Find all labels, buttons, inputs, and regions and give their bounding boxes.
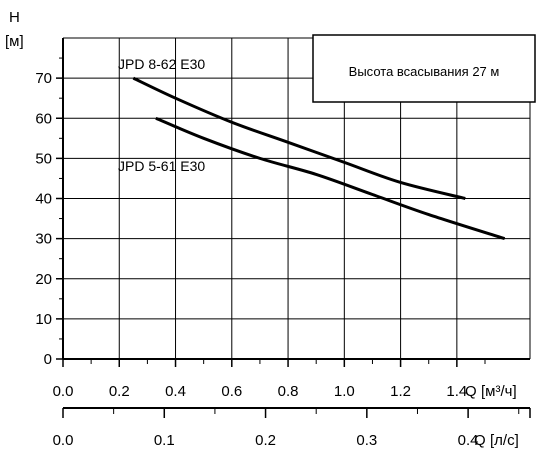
y-axis-label: H xyxy=(9,9,20,26)
x2-tick-label: 0.2 xyxy=(255,432,276,449)
x2-tick-label: 0.1 xyxy=(154,432,175,449)
x-tick-label: 1.0 xyxy=(334,383,355,400)
secondary-x-axis-label: Q xyxy=(474,432,486,449)
y-tick-label: 60 xyxy=(35,110,52,127)
x-axis-label: Q xyxy=(465,383,477,400)
x-tick-label: 0.8 xyxy=(278,383,299,400)
secondary-x-axis-ticks: 0.0 0.1 0.2 0.3 0.4 xyxy=(53,408,531,449)
secondary-x-axis-unit: [л/с] xyxy=(490,432,519,449)
x-tick-label: 0.0 xyxy=(53,383,74,400)
x-axis-ticks: 0.0 0.2 0.4 0.6 0.8 1.0 1.2 1.4 xyxy=(53,359,486,400)
y-tick-label: 10 xyxy=(35,311,52,328)
series-label-jpd-5-61: JPD 5-61 E30 xyxy=(118,158,205,174)
x-tick-label: 0.4 xyxy=(165,383,186,400)
y-axis-ticks: 0 10 20 30 40 50 60 70 xyxy=(35,57,63,368)
x2-tick-label: 0.3 xyxy=(356,432,377,449)
y-tick-label: 40 xyxy=(35,191,52,208)
y-axis-unit: [м] xyxy=(5,33,24,50)
y-tick-label: 20 xyxy=(35,271,52,288)
series-label-jpd-8-62: JPD 8-62 E30 xyxy=(118,56,205,72)
y-tick-label: 30 xyxy=(35,231,52,248)
annotation-box xyxy=(312,34,536,103)
y-tick-label: 50 xyxy=(35,150,52,167)
x2-tick-label: 0.0 xyxy=(53,432,74,449)
curves xyxy=(132,76,506,241)
x-axis-unit: [м³/ч] xyxy=(481,383,517,400)
y-tick-label: 0 xyxy=(44,351,52,368)
x-tick-label: 1.2 xyxy=(390,383,411,400)
x-tick-label: 1.4 xyxy=(446,383,467,400)
series-curve-1 xyxy=(155,116,506,241)
grid-lines xyxy=(63,37,531,359)
x-tick-label: 0.6 xyxy=(221,383,242,400)
series-curve-0 xyxy=(132,76,466,200)
x-tick-label: 0.2 xyxy=(109,383,130,400)
annotation-text: Высота всасывания 27 м xyxy=(349,64,500,79)
y-tick-label: 70 xyxy=(35,70,52,87)
x2-tick-label: 0.4 xyxy=(458,432,479,449)
